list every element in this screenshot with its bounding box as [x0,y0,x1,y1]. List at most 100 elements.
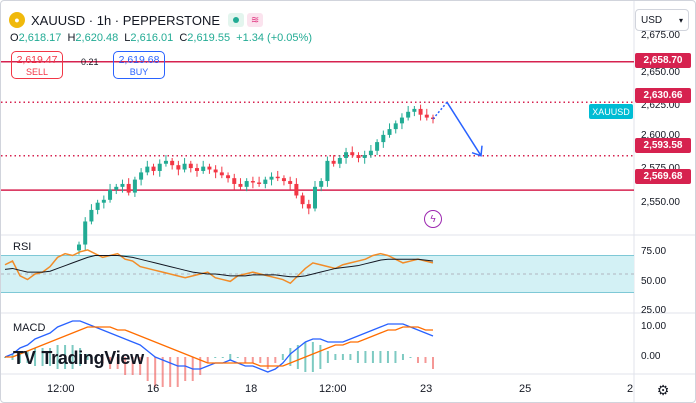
candle-body [257,182,262,184]
price-axis-label: 2,550.00 [641,197,680,208]
price-axis-label: 2,600.00 [641,130,680,141]
candle-body [387,129,392,135]
macd-histogram-bar [86,354,89,360]
rsi-pane-label[interactable]: RSI [13,241,32,253]
macd-histogram-bar [131,357,134,375]
candle-body [188,163,193,169]
candle-body [325,160,330,182]
level-tag-2593[interactable]: 2,593.58 [635,138,691,153]
level-tag-2630[interactable]: 2,630.66 [635,88,691,103]
close-value: 2,619.55 [187,32,231,44]
tradingview-logo: TV TradingView [13,347,144,369]
candle-body [294,183,299,196]
projection-arrow-line [446,101,482,157]
candle-body [300,195,305,205]
level-tag-2569[interactable]: 2,569.68 [635,169,691,184]
time-axis-label: 12:00 [319,383,347,395]
buy-price: 2,619.68 [118,54,160,66]
macd-histogram-bar [49,348,52,366]
macd-histogram-bar [349,354,352,360]
macd-signal-line [5,326,433,367]
candle-body [145,166,150,173]
macd-pane-label[interactable]: MACD [13,322,46,334]
gear-icon[interactable]: ⚙ [656,382,670,398]
macd-histogram-bar [214,357,217,358]
macd-histogram-bar [409,357,412,358]
macd-histogram-bar [41,348,44,366]
candle-body [120,183,125,187]
macd-histogram-bar [101,357,104,363]
candle-body [269,176,274,180]
candle-body [250,181,255,183]
macd-histogram-bar [229,354,232,360]
candle-body [406,111,411,118]
macd-histogram-bar [334,354,337,360]
macd-histogram-bar [79,348,82,366]
sell-price: 2,619.47 [16,54,58,66]
sell-button[interactable]: 2,619.47 SELL [11,51,63,79]
chevron-down-icon: ▾ [678,15,683,25]
macd-histogram-bar [326,351,329,363]
sell-label: SELL [25,67,49,77]
time-axis-label: 23 [420,383,433,395]
candle-body [77,244,81,251]
symbol-title[interactable]: XAUUSD · 1h · PEPPERSTONE [31,12,221,28]
candle-body [201,166,206,171]
macd-histogram-bar [124,357,127,375]
macd-histogram-bar [251,357,254,363]
macd-histogram-bar [274,357,277,363]
candle-body [381,134,386,143]
price-axis-label: 2,650.00 [641,67,680,78]
level-tag-2658[interactable]: 2,658.70 [635,53,691,68]
macd-histogram-bar [139,357,142,375]
candle-body [368,150,373,156]
macd-histogram-bar [169,357,172,387]
projection-dotted [432,101,448,120]
lightning-bolt-icon[interactable]: ϟ [424,210,442,228]
candle-body [362,155,367,158]
candle-body [232,178,237,184]
candle-body [393,123,398,130]
macd-histogram-bar [244,357,247,363]
candle-body [263,179,268,184]
currency-label: USD [641,14,663,26]
candle-body [101,199,106,203]
buy-button[interactable]: 2,619.68 BUY [113,51,165,79]
macd-histogram-bar [109,357,112,369]
macd-histogram-bar [176,357,179,387]
candle-body [313,186,317,209]
candle-body [412,108,417,112]
replay-wave-icon[interactable]: ≋ [247,13,264,27]
macd-histogram-bar [379,351,382,363]
ohlc-legend: O2,618.17 H2,620.48 L2,616.01 C2,619.55 … [10,32,312,44]
macd-histogram-bar [266,357,269,369]
currency-selector[interactable]: USD ▾ [635,9,689,31]
macd-histogram-bar [161,357,164,387]
candle-body [139,172,144,180]
gold-coin-icon: ● [9,12,25,28]
price-axis-label: 2,625.00 [641,100,680,111]
market-open-dot-icon [228,13,245,27]
macd-histogram-bar [364,351,367,363]
rsi-line [4,249,434,285]
macd-histogram-bar [311,342,314,372]
open-value: 2,618.17 [18,32,62,44]
macd-histogram-bar [236,357,239,358]
candle-body [207,166,212,170]
macd-histogram-bar [319,345,322,369]
candle-body [275,176,280,179]
candle-body [95,202,100,210]
macd-histogram-bar [432,357,434,369]
macd-histogram-bar [94,357,97,358]
macd-axis-label: 10.00 [641,321,667,332]
macd-histogram-bar [71,345,74,369]
macd-axis-label: 0.00 [641,351,661,362]
candle-body [418,108,423,115]
candle-body [108,189,113,200]
candle-body [356,155,361,158]
candle-body [219,172,224,176]
symbol-header[interactable]: ● XAUUSD · 1h · PEPPERSTONE ≋ [9,11,264,29]
tradingview-logo-text: TradingView [41,347,144,368]
